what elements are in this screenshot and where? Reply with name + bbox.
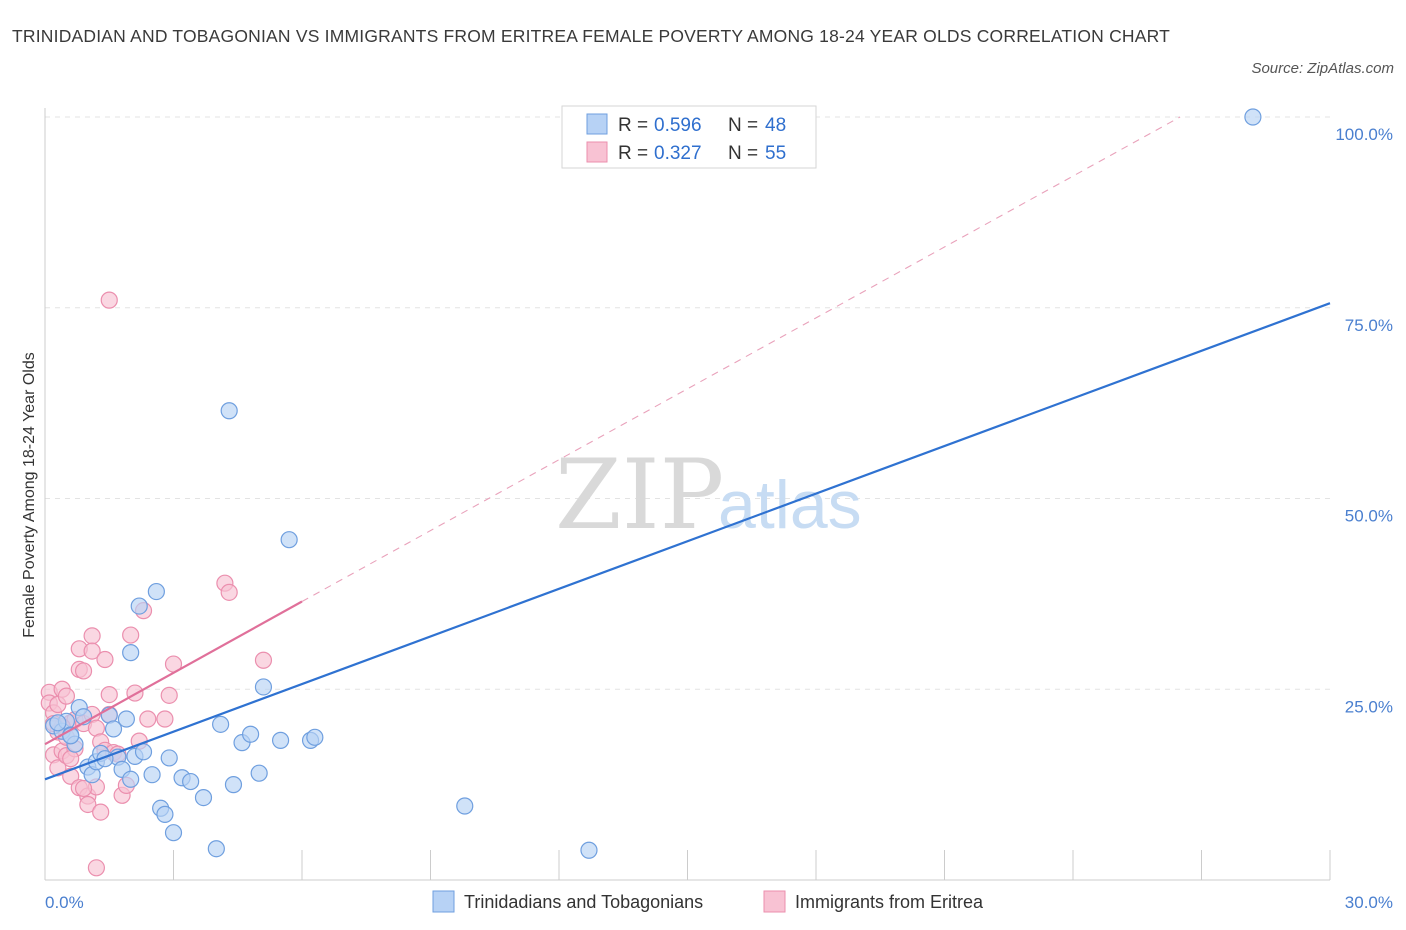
point-blue-24 xyxy=(156,805,174,823)
source-label: Source: ZipAtlas.com xyxy=(1251,60,1394,77)
point-blue-32 xyxy=(220,402,238,420)
stats-legend: R = 0.596 N = 48 R = 0.327 N = 55 xyxy=(561,105,817,169)
bottom-legend-swatch-blue xyxy=(432,890,455,913)
trend-line-trinidad xyxy=(44,302,1331,781)
point-blue-16 xyxy=(122,770,140,788)
point-blue-19 xyxy=(130,597,148,615)
point-pink-5 xyxy=(49,759,67,777)
y-tick-label-1: 25.0% xyxy=(1345,697,1393,716)
point-pink-30 xyxy=(96,650,114,669)
point-blue-26 xyxy=(164,824,183,842)
legend-r-label-1: R = xyxy=(618,115,648,136)
point-pink-44 xyxy=(156,710,174,728)
watermark-zip: ZIP xyxy=(555,439,724,551)
point-blue-33 xyxy=(224,776,243,794)
legend-r-value-1: 0.596 xyxy=(654,115,702,136)
bottom-legend-swatch-pink xyxy=(763,890,786,913)
point-pink-22 xyxy=(79,795,97,814)
point-pink-36 xyxy=(87,859,106,877)
y-tick-labels: 25.0% 50.0% 75.0% 100.0% xyxy=(1335,125,1393,716)
y-tick-label-2: 50.0% xyxy=(1345,507,1393,526)
x-tick-labels: 0.0% 30.0% xyxy=(45,893,1393,912)
point-blue-20 xyxy=(134,743,153,761)
point-blue-38 xyxy=(271,731,290,749)
point-blue-18 xyxy=(122,644,140,662)
y-tick-label-4: 100.0% xyxy=(1335,125,1393,144)
point-pink-39 xyxy=(122,626,140,644)
point-blue-39 xyxy=(280,531,298,549)
watermark: ZIP atlas xyxy=(555,439,862,551)
axes xyxy=(44,108,1331,881)
series-legend: Trinidadians and Tobagonians Immigrants … xyxy=(432,890,984,913)
point-blue-22 xyxy=(147,582,165,601)
point-pink-49 xyxy=(254,651,273,669)
point-pink-34 xyxy=(100,291,118,309)
point-pink-24 xyxy=(83,627,101,645)
point-pink-29 xyxy=(92,803,110,821)
point-pink-25 xyxy=(83,642,101,660)
watermark-atlas: atlas xyxy=(718,467,862,543)
point-pink-50 xyxy=(74,779,93,798)
legend-r-label-2: R = xyxy=(618,143,648,164)
point-blue-21 xyxy=(143,766,161,784)
point-blue-31 xyxy=(212,715,230,733)
trend-lines xyxy=(44,116,1331,781)
point-blue-43 xyxy=(580,841,598,859)
point-blue-35 xyxy=(242,725,260,743)
legend-swatch-pink xyxy=(586,141,608,163)
point-blue-28 xyxy=(182,772,200,791)
x-tick-label-1: 0.0% xyxy=(45,893,84,912)
legend-n-value-1: 48 xyxy=(765,115,786,136)
point-pink-45 xyxy=(160,686,178,704)
point-pink-9 xyxy=(57,687,76,705)
legend-swatch-blue xyxy=(586,113,608,135)
trend-line-eritrea-extension xyxy=(301,116,1181,602)
point-pink-19 xyxy=(74,662,93,680)
point-pink-48 xyxy=(220,583,238,601)
point-blue-44 xyxy=(1244,108,1262,126)
point-pink-32 xyxy=(100,685,118,704)
point-blue-41 xyxy=(306,728,324,746)
point-blue-12 xyxy=(104,720,123,738)
point-blue-15 xyxy=(117,710,135,728)
legend-n-label-1: N = xyxy=(728,115,758,136)
legend-n-value-2: 55 xyxy=(765,143,786,164)
point-blue-30 xyxy=(207,840,225,858)
bottom-legend-label-blue: Trinidadians and Tobagonians xyxy=(464,892,703,912)
point-blue-36 xyxy=(250,764,268,782)
x-tick-label-2: 30.0% xyxy=(1345,893,1393,912)
point-pink-43 xyxy=(139,710,157,728)
point-pink-52 xyxy=(62,750,80,768)
y-tick-label-3: 75.0% xyxy=(1345,316,1393,335)
bottom-legend-label-pink: Immigrants from Eritrea xyxy=(795,892,984,912)
y-axis-label: Female Poverty Among 18-24 Year Olds xyxy=(21,352,38,638)
legend-n-label-2: N = xyxy=(728,143,758,164)
grid-lines xyxy=(45,116,1330,690)
point-blue-25 xyxy=(160,749,178,767)
trend-line-eritrea xyxy=(44,600,303,746)
chart-title: TRINIDADIAN AND TOBAGONIAN VS IMMIGRANTS… xyxy=(12,26,1171,46)
legend-r-value-2: 0.327 xyxy=(654,143,702,164)
point-blue-42 xyxy=(456,797,474,815)
point-blue-37 xyxy=(254,678,273,696)
point-blue-29 xyxy=(194,788,213,807)
point-blue-45 xyxy=(49,714,67,732)
